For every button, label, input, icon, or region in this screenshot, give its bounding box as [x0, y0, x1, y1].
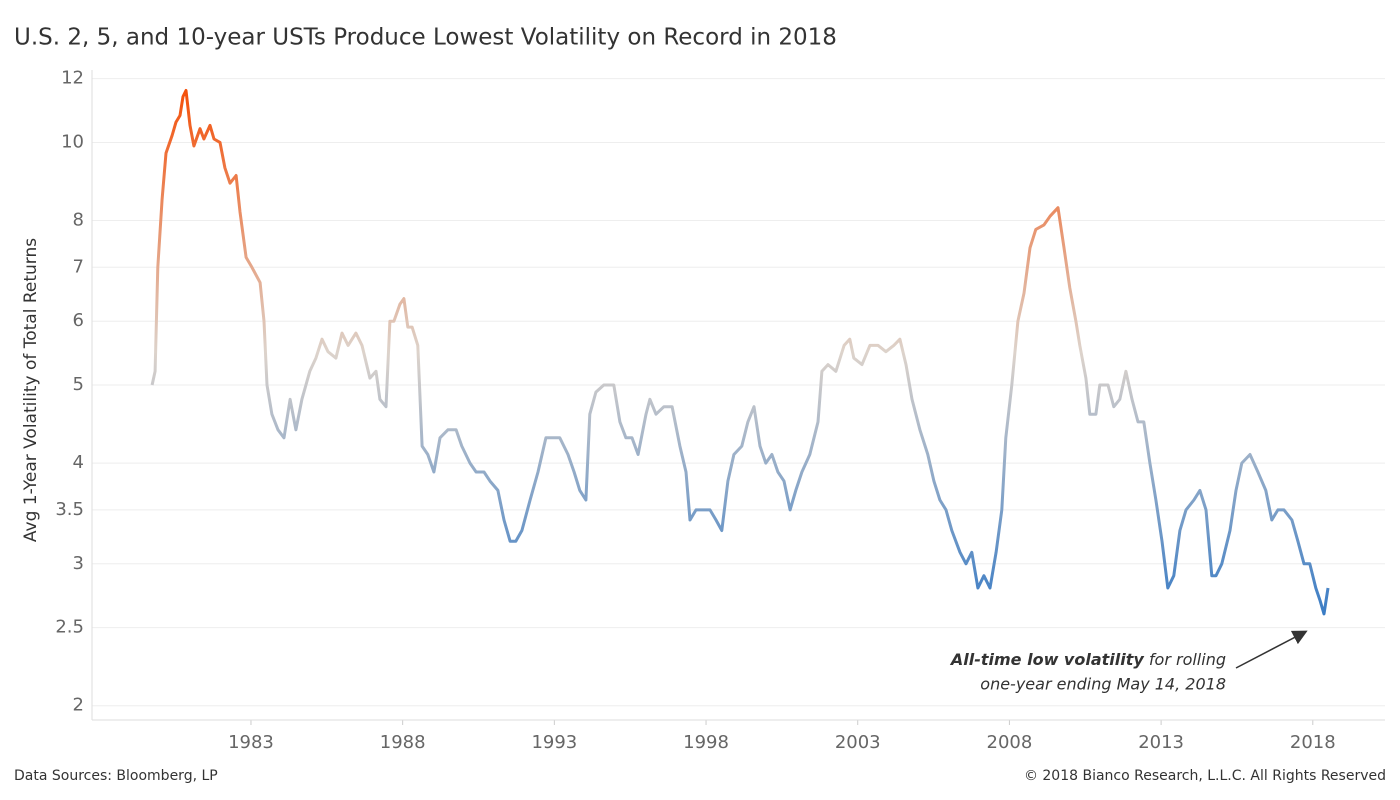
x-tick-label: 1983	[228, 732, 274, 753]
y-axis-label: Avg 1-Year Volatility of Total Returns	[21, 238, 41, 542]
copyright: © 2018 Bianco Research, L.L.C. All Right…	[1024, 768, 1386, 784]
x-tick-label: 1988	[380, 732, 426, 753]
chart-title: U.S. 2, 5, and 10-year USTs Produce Lowe…	[14, 25, 837, 51]
y-tick-label: 6	[73, 310, 84, 331]
annotation-arrow	[1235, 630, 1308, 669]
annotation-bold: All-time low volatility	[949, 650, 1145, 669]
y-tick-label: 3	[73, 553, 84, 574]
x-tick-label: 2013	[1138, 732, 1184, 753]
y-tick-label: 3.5	[55, 499, 84, 520]
y-tick-label: 7	[73, 256, 84, 277]
source: Data Sources: Bloomberg, LP	[14, 768, 218, 784]
y-tick-label: 12	[61, 68, 84, 89]
y-tick-label: 5	[73, 374, 84, 395]
x-tick-label: 2008	[987, 732, 1033, 753]
y-tick-label: 2.5	[55, 617, 84, 638]
y-tick-label: 8	[73, 210, 84, 231]
x-tick-label: 2003	[835, 732, 881, 753]
annotation-line2: one-year ending May 14, 2018	[980, 675, 1226, 694]
annotation-text: for rolling	[1149, 650, 1226, 669]
y-tick-label: 10	[61, 131, 84, 152]
volatility-line	[150, 89, 1330, 616]
y-tick-label: 4	[73, 452, 84, 473]
x-tick-label: 1993	[531, 732, 577, 753]
y-tick-label: 2	[73, 695, 84, 716]
annotation: All-time low volatility for rolling	[949, 650, 1226, 669]
x-tick-label: 1998	[683, 732, 729, 753]
x-tick-label: 2018	[1290, 732, 1336, 753]
